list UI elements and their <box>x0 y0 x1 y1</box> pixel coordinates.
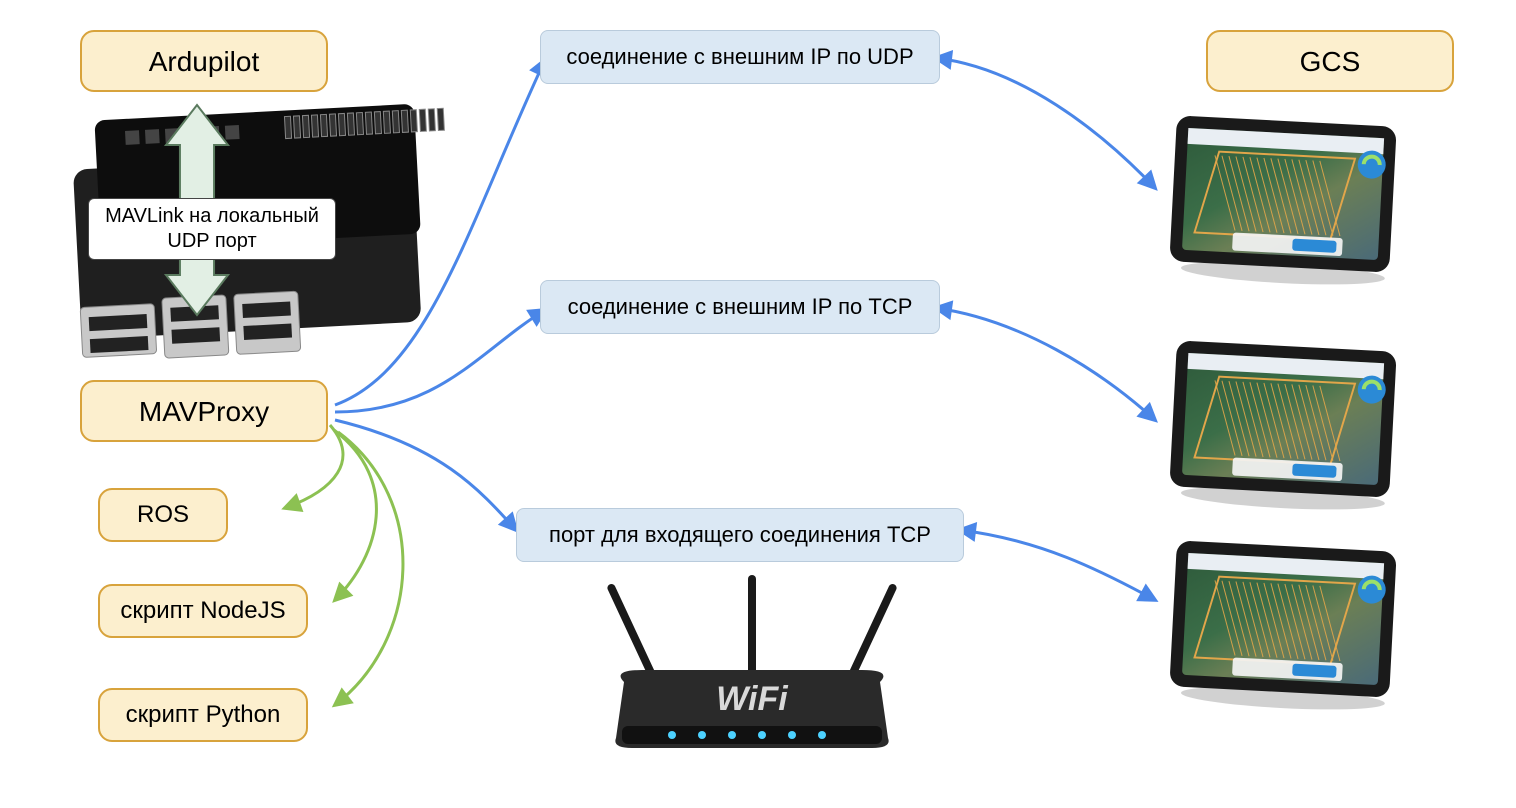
box-nodejs: скрипт NodeJS <box>98 584 308 638</box>
box-gcs: GCS <box>1206 30 1454 92</box>
router-label: WiFi <box>716 680 789 718</box>
box-mavlink-label: MAVLink на локальный UDP порт <box>89 204 335 254</box>
blue-arrow-0 <box>335 60 545 405</box>
box-ardupilot-label: Ardupilot <box>149 44 260 79</box>
box-python: скрипт Python <box>98 688 308 742</box>
gcs-tablet-1 <box>1165 340 1400 495</box>
box-conn_tcp_in: порт для входящего соединения TCP <box>516 508 964 562</box>
blue-arrow-3 <box>936 58 1155 188</box>
tablet-icon <box>1165 340 1400 515</box>
box-mavproxy-label: MAVProxy <box>139 394 269 429</box>
box-nodejs-label: скрипт NodeJS <box>120 596 285 626</box>
box-conn_udp-label: соединение с внешним IP по UDP <box>566 43 913 71</box>
green-arrow-2 <box>335 432 403 705</box>
box-ros-label: ROS <box>137 500 189 530</box>
tablet-icon <box>1165 115 1400 290</box>
gcs-tablet-2 <box>1165 540 1400 695</box>
box-conn_udp: соединение с внешним IP по UDP <box>540 30 940 84</box>
blue-arrow-5 <box>960 530 1155 600</box>
gcs-tablet-0 <box>1165 115 1400 270</box>
box-mavlink: MAVLink на локальный UDP порт <box>88 198 336 260</box>
tablet-icon <box>1165 540 1400 715</box>
box-conn_tcp: соединение с внешним IP по TCP <box>540 280 940 334</box>
blue-arrow-4 <box>936 308 1155 420</box>
box-conn_tcp-label: соединение с внешним IP по TCP <box>568 293 913 321</box>
box-mavproxy: MAVProxy <box>80 380 328 442</box>
wifi-router-icon: WiFi <box>606 575 898 748</box>
box-python-label: скрипт Python <box>126 700 281 730</box>
blue-arrow-2 <box>335 420 516 530</box>
box-gcs-label: GCS <box>1300 44 1361 79</box>
box-ros: ROS <box>98 488 228 542</box>
green-arrow-1 <box>334 430 376 600</box>
box-ardupilot: Ardupilot <box>80 30 328 92</box>
diagram-canvas: Ardupilot MAVProxy ROS скрипт NodeJS скрипт … <box>0 0 1516 808</box>
blue-arrow-1 <box>335 310 545 412</box>
box-conn_tcp_in-label: порт для входящего соединения TCP <box>549 521 931 549</box>
